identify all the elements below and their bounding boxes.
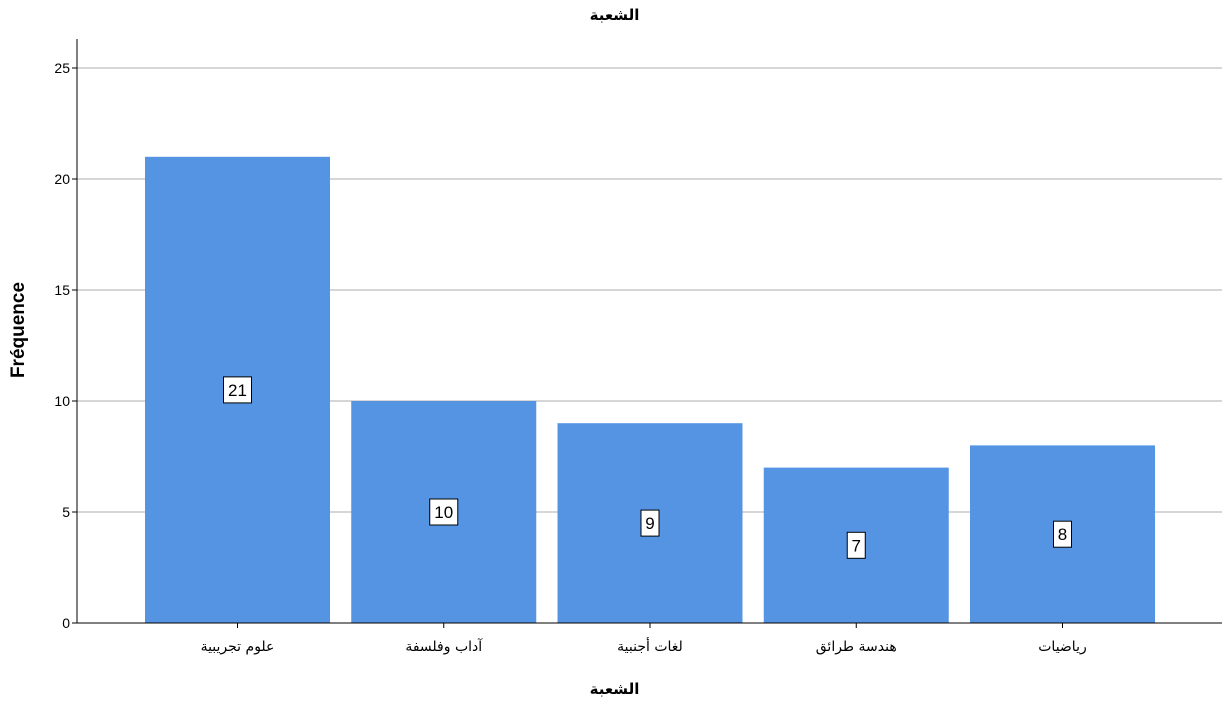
bars <box>145 156 1155 624</box>
data-label: 21 <box>228 381 247 400</box>
data-label: 10 <box>434 503 453 522</box>
y-tick-label: 15 <box>54 282 70 298</box>
data-label: 7 <box>852 536 861 555</box>
y-tick-label: 10 <box>54 393 70 409</box>
data-label-box <box>640 509 660 537</box>
data-label-box <box>846 531 866 559</box>
x-category-label: هندسة طرائق <box>816 639 897 655</box>
x-category-label: رياضيات <box>1038 639 1086 655</box>
data-label: 9 <box>645 514 654 533</box>
x-category-label: لغات أجنبية <box>617 637 683 655</box>
x-category-label: آداب وفلسفة <box>405 638 483 655</box>
data-label-box <box>1053 520 1072 548</box>
y-tick-label: 25 <box>54 60 70 76</box>
data-label: 8 <box>1058 525 1067 544</box>
y-tick-labels: 0 5 10 15 20 25 <box>54 60 70 631</box>
x-axis-title: الشعبة <box>589 680 640 698</box>
data-labels: 21 10 9 7 8 <box>223 376 1072 559</box>
y-tick-label: 5 <box>62 504 70 520</box>
data-label-box <box>223 376 252 404</box>
chart-title: الشعبة <box>589 6 640 24</box>
data-label-box <box>429 498 459 526</box>
y-tick-label: 20 <box>54 171 70 187</box>
x-category-labels: علوم تجريبية آداب وفلسفة لغات أجنبية هندسة … <box>201 623 1087 655</box>
x-category-label: علوم تجريبية <box>201 639 275 655</box>
y-tick-label: 0 <box>62 615 70 631</box>
y-axis-title: Fréquence <box>8 282 29 378</box>
